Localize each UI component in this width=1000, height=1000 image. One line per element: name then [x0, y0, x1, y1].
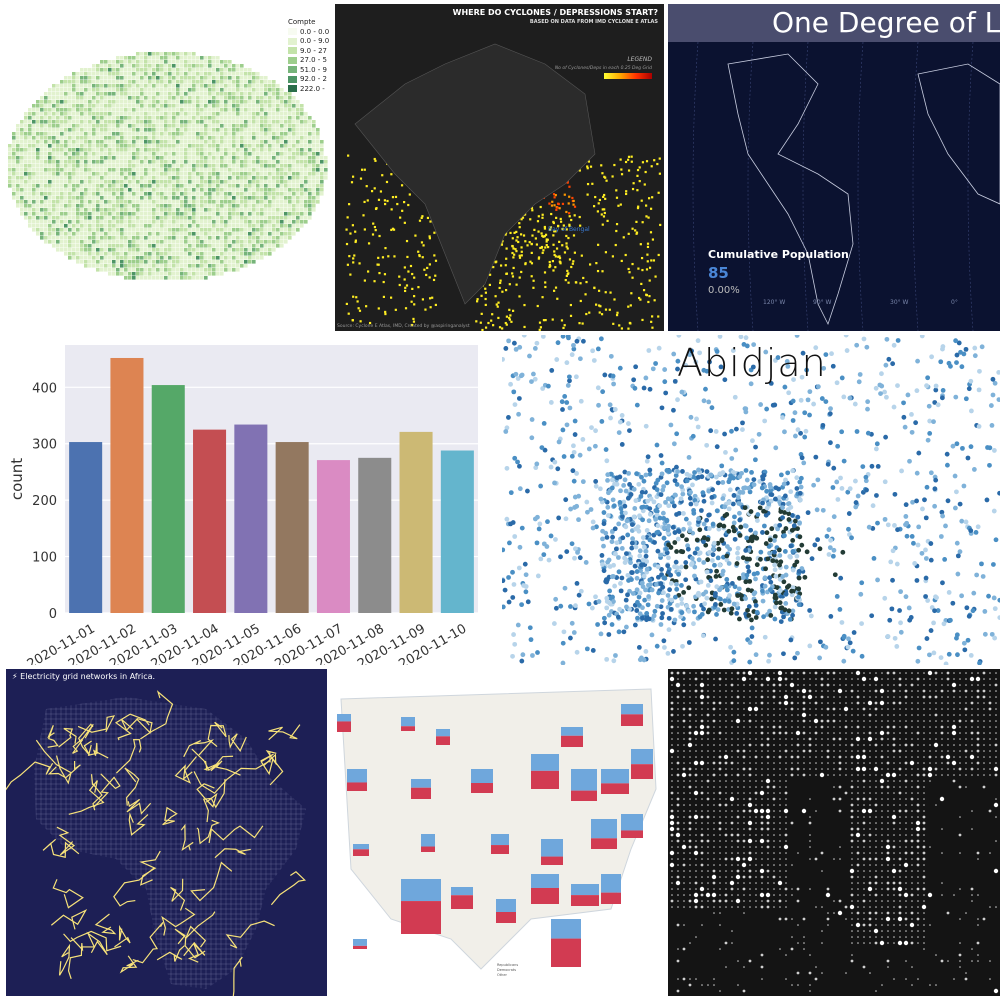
abidjan-hex-map: Abidjan [502, 335, 1000, 665]
africa-map-canvas [6, 690, 307, 996]
legend-label: 27.0 - 5 [300, 56, 328, 64]
y-tick-label: 100 [32, 551, 57, 566]
y-axis-label: count [8, 458, 26, 500]
cyclone-legend-scale [604, 73, 652, 79]
paris-legend-item: 0.0 - 9.0 [288, 37, 329, 47]
americas-outline [727, 53, 854, 326]
europe-africa-outline [917, 63, 1000, 205]
bar [440, 450, 474, 613]
legend-swatch [288, 56, 297, 64]
y-tick-label: 400 [32, 381, 57, 396]
state-waffles [337, 704, 653, 967]
bar [193, 429, 227, 613]
paris-legend-item: 9.0 - 27 [288, 47, 329, 57]
paris-legend-title: Compte [288, 18, 316, 26]
paris-cells [8, 52, 328, 280]
cyclone-map-subtitle: BASED ON DATA FROM IMD CYCLONE E ATLAS [529, 19, 658, 25]
bar [316, 460, 350, 613]
longitude-label: 120° W [763, 299, 786, 306]
legend-label: 92.0 - 2 [300, 75, 328, 83]
legend-label: 0.0 - 9.0 [300, 37, 330, 45]
longitude-label: 90° W [813, 299, 832, 306]
grid-network-lines [6, 690, 307, 996]
legend-swatch [288, 28, 297, 35]
bar [275, 442, 309, 613]
paris-map-canvas [8, 52, 328, 280]
cyclone-legend-title: LEGEND [627, 56, 652, 63]
light-dots [669, 670, 999, 994]
abidjan-map-canvas [502, 335, 1000, 665]
us-waffle-map: Republicans Democrats Other [331, 669, 664, 996]
paris-grid-map: Compte 0.0 - 0.0 0.0 - 9.0 9.0 - 27 27.0 - … [0, 0, 333, 333]
one-degree-title: One Degree of L [668, 4, 1000, 42]
cumulative-population-label: Cumulative Population [708, 248, 849, 261]
legend-swatch [288, 85, 297, 92]
longitude-label: 30° W [890, 299, 909, 306]
legend-label: 51.0 - 9 [300, 65, 328, 74]
bar [358, 457, 392, 613]
y-tick-label: 300 [32, 438, 57, 453]
cumulative-population-percent: 0.00% [708, 285, 740, 296]
legend-swatch [288, 66, 297, 73]
africa-grid [34, 697, 306, 989]
cyclone-map-title: WHERE DO CYCLONES / DEPRESSIONS START? [452, 8, 658, 17]
legend-swatch [288, 75, 297, 83]
paris-legend-item: 0.0 - 0.0 [288, 28, 329, 38]
legend-democrats: Democrats [497, 968, 517, 972]
one-degree-map: One Degree of L Cumulative Population 85… [668, 4, 1000, 331]
abidjan-title: Abidjan [677, 341, 827, 385]
legend-swatch [288, 37, 297, 45]
one-degree-map-canvas [692, 41, 1000, 331]
us-map-canvas [337, 688, 657, 970]
cumulative-population-value: 85 [708, 264, 729, 282]
paris-legend-item: 51.0 - 9 [288, 66, 329, 76]
legend-republicans: Republicans [497, 963, 519, 967]
legend-label: 222.0 - [300, 84, 325, 93]
legend-label: 0.0 - 0.0 [300, 27, 330, 36]
paris-legend-item: 222.0 - [288, 85, 329, 95]
cyclone-legend-text: No of Cyclones/Deps in each 0.25 Deg Gri… [554, 66, 652, 71]
paris-legend: Compte 0.0 - 0.0 0.0 - 9.0 9.0 - 27 27.0 - … [288, 18, 329, 94]
bar [110, 357, 144, 613]
cyclone-map: WHERE DO CYCLONES / DEPRESSIONS START? B… [335, 4, 664, 331]
legend-other: Other [497, 973, 507, 977]
y-tick-label: 0 [49, 607, 57, 622]
longitude-label: 0° [951, 299, 958, 306]
bar-chart: 0 100 200 300 400 count 2020-11-01 2020-11-02 20… [0, 335, 498, 665]
us-map-legend: Republicans Democrats Other [497, 963, 518, 978]
night-lights-canvas [669, 670, 999, 994]
bar [399, 431, 433, 613]
cyclone-map-footer: Source: Cyclone E Atlas, IMD, Created by… [337, 324, 470, 329]
india-landmass [354, 43, 596, 305]
y-tick-label: 200 [32, 494, 57, 509]
bay-of-bengal-label: Bay of Bengal [548, 226, 590, 233]
paris-legend-item: 92.0 - 2 [288, 75, 329, 85]
legend-swatch [288, 47, 297, 54]
africa-map-title: ⚡ Electricity grid networks in Africa. [12, 672, 156, 681]
africa-grid-map: ⚡ Electricity grid networks in Africa. [6, 669, 327, 996]
bar [151, 385, 185, 613]
night-lights-map [668, 669, 1000, 996]
bar-chart-canvas: 0100200300400count2020-11-012020-11-0220… [8, 345, 478, 665]
legend-label: 9.0 - 27 [300, 46, 328, 55]
abidjan-hexes [502, 335, 1000, 665]
bar [234, 424, 268, 613]
bar [69, 442, 103, 613]
cyclone-map-canvas [345, 43, 662, 331]
paris-legend-item: 27.0 - 5 [288, 56, 329, 66]
